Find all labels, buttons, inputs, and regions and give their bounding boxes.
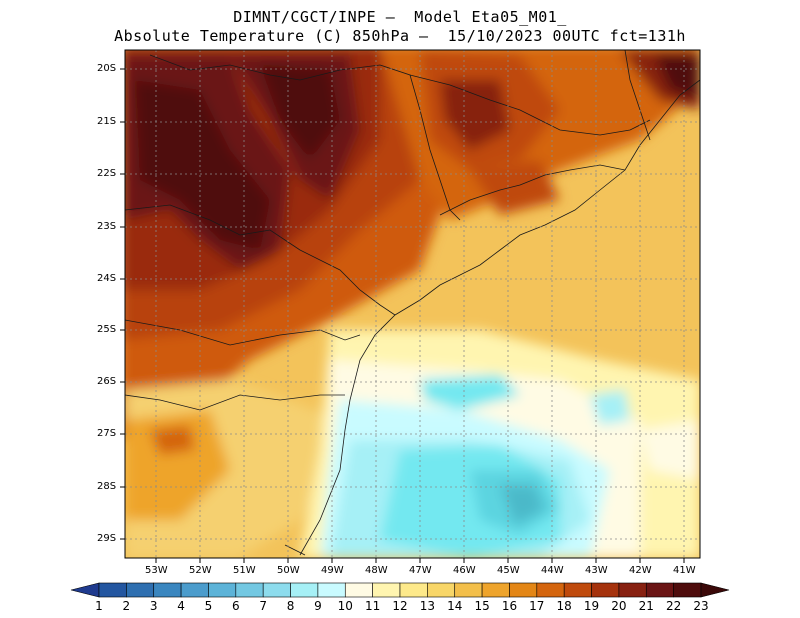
colorbar-segment bbox=[618, 582, 647, 598]
lon-label: 44W bbox=[541, 565, 564, 576]
colorbar-label: 21 bbox=[639, 599, 654, 613]
colorbar-segment bbox=[262, 582, 291, 598]
colorbar-label: 11 bbox=[365, 599, 380, 613]
title-line-2: Absolute Temperature (C) 850hPa — 15/10/… bbox=[114, 27, 686, 45]
colorbar-label: 8 bbox=[287, 599, 295, 613]
axis-ticks bbox=[120, 68, 685, 563]
colorbar-segment bbox=[98, 582, 127, 598]
colorbar-segment bbox=[645, 582, 674, 598]
lon-label: 53W bbox=[145, 565, 168, 576]
colorbar-segment bbox=[126, 582, 155, 598]
colorbar-arrow-low bbox=[70, 582, 100, 598]
colorbar-segment bbox=[563, 582, 592, 598]
colorbar-segment bbox=[372, 582, 401, 598]
colorbar-arrow-high bbox=[700, 582, 730, 598]
colorbar-label: 7 bbox=[259, 599, 267, 613]
colorbar-segment bbox=[208, 582, 237, 598]
lat-label: 26S bbox=[97, 376, 117, 387]
colorbar-label: 9 bbox=[314, 599, 322, 613]
colorbar-label: 5 bbox=[205, 599, 213, 613]
colorbar-label: 3 bbox=[150, 599, 158, 613]
colorbar-label: 6 bbox=[232, 599, 240, 613]
colorbar-label: 16 bbox=[502, 599, 517, 613]
colorbar-label: 15 bbox=[474, 599, 489, 613]
colorbar-label: 19 bbox=[584, 599, 599, 613]
colorbar-segment bbox=[591, 582, 620, 598]
colorbar-label: 17 bbox=[529, 599, 544, 613]
lon-label: 42W bbox=[629, 565, 652, 576]
colorbar-segment bbox=[481, 582, 510, 598]
colorbar-label: 22 bbox=[666, 599, 681, 613]
lat-label: 22S bbox=[97, 168, 117, 179]
colorbar-segment bbox=[317, 582, 346, 598]
colorbar-label: 12 bbox=[392, 599, 407, 613]
lon-label: 46W bbox=[453, 565, 476, 576]
lon-label: 49W bbox=[321, 565, 344, 576]
temperature-field bbox=[125, 50, 700, 558]
lon-label: 48W bbox=[365, 565, 388, 576]
lon-label: 51W bbox=[233, 565, 256, 576]
colorbar-segment bbox=[454, 582, 483, 598]
colorbar: 1 2 3 4 5 6 7 8 9 10 11 12 13 14 15 16 17 18 19 20 21 22 23 bbox=[70, 582, 730, 613]
lat-label: 25S bbox=[97, 324, 117, 335]
colorbar-segment bbox=[399, 582, 428, 598]
colorbar-label: 14 bbox=[447, 599, 462, 613]
colorbar-segment bbox=[290, 582, 319, 598]
colorbar-label: 20 bbox=[611, 599, 626, 613]
map-frame bbox=[124, 49, 701, 559]
lat-label: 20S bbox=[97, 63, 117, 74]
lat-label: 23S bbox=[97, 221, 117, 232]
coastline-borders bbox=[125, 50, 700, 556]
colorbar-segment bbox=[536, 582, 565, 598]
lat-label: 24S bbox=[97, 273, 117, 284]
lat-label: 21S bbox=[97, 116, 117, 127]
colorbar-segment bbox=[509, 582, 538, 598]
colorbar-label: 18 bbox=[557, 599, 572, 613]
lon-label: 50W bbox=[277, 565, 300, 576]
colorbar-label: 23 bbox=[693, 599, 708, 613]
colorbar-segment bbox=[235, 582, 264, 598]
lon-label: 45W bbox=[497, 565, 520, 576]
colorbar-label: 13 bbox=[420, 599, 435, 613]
colorbar-segment bbox=[427, 582, 456, 598]
lat-label: 27S bbox=[97, 428, 117, 439]
lon-label: 41W bbox=[673, 565, 696, 576]
title-line-1: DIMNT/CGCT/INPE — Model Eta05_M01_ bbox=[233, 8, 567, 26]
colorbar-label: 2 bbox=[123, 599, 131, 613]
lon-label: 43W bbox=[585, 565, 608, 576]
colorbar-segment bbox=[153, 582, 182, 598]
colorbar-segment bbox=[673, 582, 702, 598]
lat-label: 29S bbox=[97, 533, 117, 544]
colorbar-segment bbox=[344, 582, 373, 598]
colorbar-label: 4 bbox=[177, 599, 185, 613]
lon-label: 47W bbox=[409, 565, 432, 576]
lat-label: 28S bbox=[97, 481, 117, 492]
lon-label: 52W bbox=[189, 565, 212, 576]
colorbar-label: 10 bbox=[338, 599, 353, 613]
lat-lon-grid bbox=[125, 50, 700, 558]
colorbar-segment bbox=[180, 582, 209, 598]
colorbar-label: 1 bbox=[95, 599, 103, 613]
